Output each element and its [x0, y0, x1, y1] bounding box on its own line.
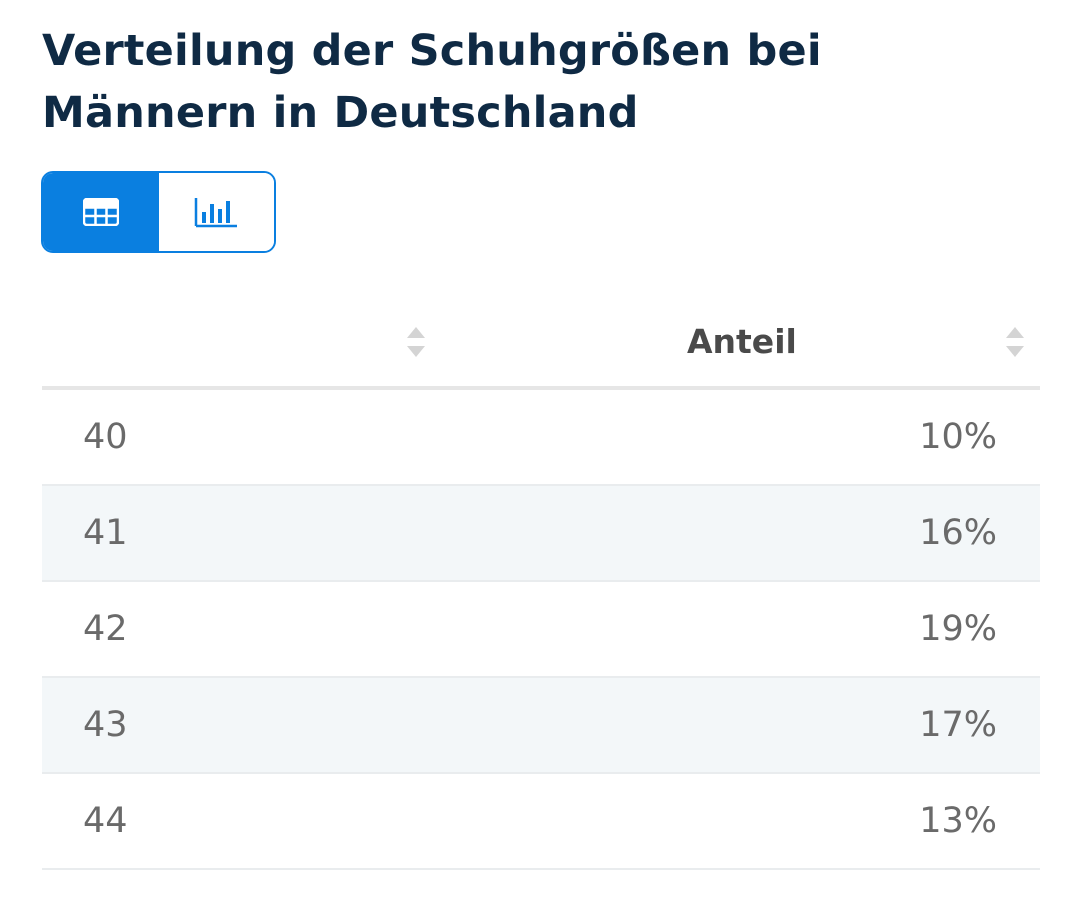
table-row: 44 13% [42, 774, 1040, 870]
cell-share: 16% [919, 513, 997, 553]
cell-share: 13% [919, 801, 997, 841]
page-title: Verteilung der Schuhgrößen bei Männern i… [42, 26, 822, 138]
cell-size: 43 [83, 705, 128, 745]
table-grid-icon [82, 198, 119, 226]
column-header-share[interactable]: Anteil [687, 322, 797, 361]
table-row: 43 17% [42, 678, 1040, 774]
cell-size: 44 [83, 801, 128, 841]
cell-size: 41 [83, 513, 128, 553]
sort-icon[interactable] [405, 325, 427, 359]
table-header: Anteil [42, 300, 1040, 386]
bar-chart-icon [195, 198, 238, 228]
header-divider [42, 386, 1040, 390]
table-row: 40 10% [42, 390, 1040, 486]
table-body: 40 10% 41 16% 42 19% 43 17% 44 13% [42, 390, 1040, 870]
cell-size: 42 [83, 609, 128, 649]
cell-share: 10% [919, 417, 997, 457]
table-view-button[interactable] [43, 173, 159, 251]
cell-share: 19% [919, 609, 997, 649]
cell-size: 40 [83, 417, 128, 457]
cell-share: 17% [919, 705, 997, 745]
view-toggle [41, 171, 276, 253]
sort-icon[interactable] [1004, 325, 1026, 359]
table-row: 41 16% [42, 486, 1040, 582]
table-row: 42 19% [42, 582, 1040, 678]
chart-view-button[interactable] [158, 173, 274, 251]
